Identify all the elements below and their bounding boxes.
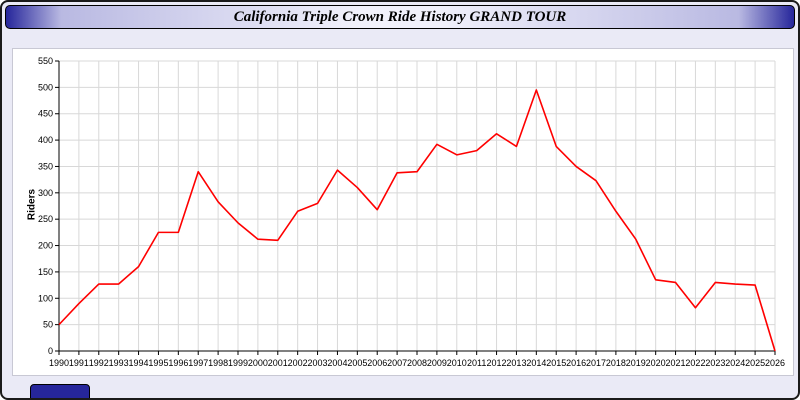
svg-text:2013: 2013 <box>506 358 526 368</box>
svg-text:1997: 1997 <box>188 358 208 368</box>
svg-text:2023: 2023 <box>705 358 725 368</box>
chart-panel: Riders 0 50 100 150 200 250 300 350 400 450 500 550… <box>12 48 794 376</box>
svg-text:2006: 2006 <box>367 358 387 368</box>
svg-text:2025: 2025 <box>745 358 765 368</box>
svg-text:300: 300 <box>38 188 53 198</box>
svg-text:1991: 1991 <box>69 358 89 368</box>
svg-text:2002: 2002 <box>288 358 308 368</box>
svg-text:1994: 1994 <box>129 358 149 368</box>
svg-text:2009: 2009 <box>427 358 447 368</box>
svg-text:2011: 2011 <box>467 358 486 368</box>
svg-text:400: 400 <box>38 135 53 145</box>
svg-text:2020: 2020 <box>646 358 666 368</box>
svg-text:2019: 2019 <box>626 358 646 368</box>
svg-text:2017: 2017 <box>586 358 606 368</box>
svg-text:2000: 2000 <box>248 358 268 368</box>
svg-text:2018: 2018 <box>606 358 626 368</box>
svg-text:2001: 2001 <box>268 358 288 368</box>
svg-text:1990: 1990 <box>49 358 69 368</box>
svg-text:1993: 1993 <box>109 358 129 368</box>
svg-text:450: 450 <box>38 109 53 119</box>
svg-text:2014: 2014 <box>526 358 546 368</box>
svg-text:2007: 2007 <box>387 358 407 368</box>
svg-text:2004: 2004 <box>327 358 347 368</box>
chart-title-bar: California Triple Crown Ride History GRA… <box>5 5 795 29</box>
svg-text:0: 0 <box>48 346 53 356</box>
svg-text:2024: 2024 <box>725 358 745 368</box>
svg-text:2010: 2010 <box>447 358 467 368</box>
svg-text:1992: 1992 <box>89 358 109 368</box>
svg-text:1995: 1995 <box>148 358 168 368</box>
svg-text:2008: 2008 <box>407 358 427 368</box>
svg-text:1999: 1999 <box>228 358 248 368</box>
svg-text:2005: 2005 <box>347 358 367 368</box>
svg-text:100: 100 <box>38 293 53 303</box>
footer-badge <box>30 384 90 398</box>
svg-text:550: 550 <box>38 56 53 66</box>
svg-text:2016: 2016 <box>566 358 586 368</box>
svg-text:50: 50 <box>43 320 53 330</box>
svg-text:2012: 2012 <box>487 358 507 368</box>
svg-text:250: 250 <box>38 214 53 224</box>
svg-text:500: 500 <box>38 82 53 92</box>
svg-text:2003: 2003 <box>308 358 328 368</box>
svg-text:2022: 2022 <box>685 358 705 368</box>
y-axis-title: Riders <box>26 188 38 221</box>
svg-text:1996: 1996 <box>168 358 188 368</box>
svg-text:350: 350 <box>38 161 53 171</box>
svg-text:2015: 2015 <box>546 358 566 368</box>
svg-text:2021: 2021 <box>666 358 686 368</box>
svg-text:150: 150 <box>38 267 53 277</box>
svg-text:1998: 1998 <box>208 358 228 368</box>
svg-text:2026: 2026 <box>765 358 785 368</box>
chart-title: California Triple Crown Ride History GRA… <box>233 8 567 25</box>
svg-text:200: 200 <box>38 241 53 251</box>
